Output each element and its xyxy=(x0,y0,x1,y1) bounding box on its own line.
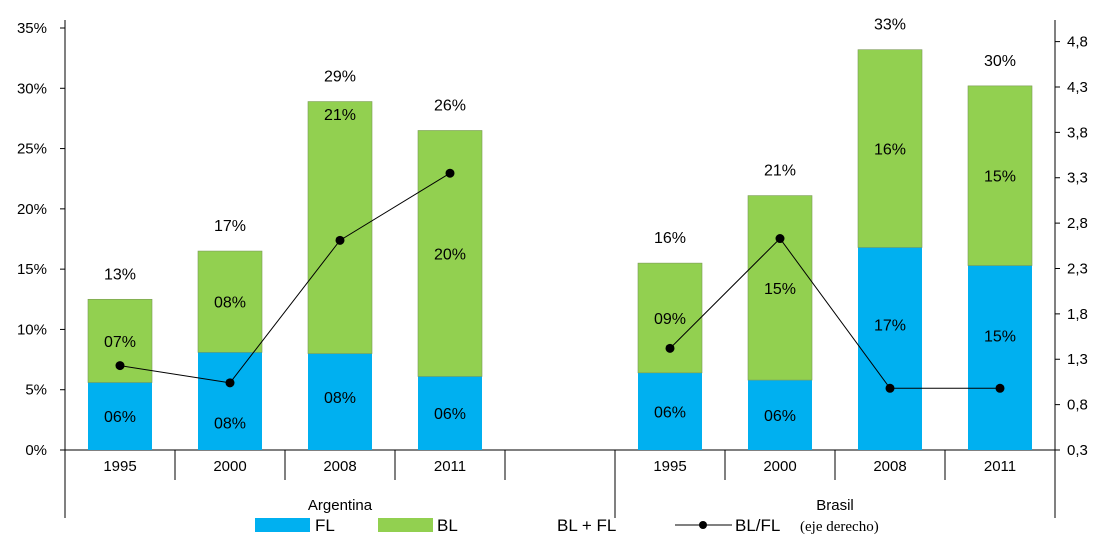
ratio-point xyxy=(775,234,785,244)
data-label-fl: 08% xyxy=(324,390,356,407)
y-tick-label: 20% xyxy=(17,201,47,218)
legend-label-ratio: BL/FL xyxy=(735,516,780,535)
x-tick-label: 2008 xyxy=(323,458,356,475)
x-tick-label: 2000 xyxy=(213,458,246,475)
bar-fl xyxy=(748,380,812,450)
y-tick-label: 30% xyxy=(17,80,47,97)
y-tick-label: 10% xyxy=(17,321,47,338)
legend-label-bl: BL xyxy=(437,516,458,535)
legend-label-total: BL + FL xyxy=(557,516,616,535)
bar-fl xyxy=(198,352,262,450)
bar-fl xyxy=(88,382,152,450)
x-tick-label: 1995 xyxy=(653,458,686,475)
bar-fl xyxy=(418,376,482,450)
x-tick-label: 2011 xyxy=(434,458,466,475)
ratio-line xyxy=(669,237,1000,389)
y2-tick-label: 1,3 xyxy=(1067,351,1088,368)
data-label-fl: 06% xyxy=(434,406,466,423)
data-label-total: 26% xyxy=(434,97,466,114)
data-label-fl: 15% xyxy=(984,329,1016,346)
bar-fl xyxy=(858,247,922,450)
data-label-bl: 21% xyxy=(324,107,356,124)
data-label-bl: 15% xyxy=(984,169,1016,186)
ratio-point xyxy=(225,378,235,388)
data-label-total: 29% xyxy=(324,69,356,86)
data-label-total: 13% xyxy=(104,266,136,283)
legend-note: (eje derecho) xyxy=(800,519,879,535)
y2-tick-label: 4,3 xyxy=(1067,79,1088,96)
y-tick-label: 35% xyxy=(17,20,47,37)
x-tick-label: 2000 xyxy=(763,458,796,475)
bar-fl xyxy=(968,265,1032,450)
y2-tick-label: 0,3 xyxy=(1067,442,1088,459)
x-tick-label: 1995 xyxy=(103,458,136,475)
data-label-bl: 15% xyxy=(764,281,796,298)
data-label-total: 17% xyxy=(214,218,246,235)
y2-tick-label: 2,3 xyxy=(1067,260,1088,277)
bar-bl xyxy=(857,49,923,248)
legend-label-fl: FL xyxy=(315,516,335,535)
data-label-total: 30% xyxy=(984,53,1016,70)
data-label-bl: 16% xyxy=(874,142,906,159)
ratio-point xyxy=(335,235,345,245)
data-label-fl: 17% xyxy=(874,317,906,334)
y2-tick-label: 4,8 xyxy=(1067,34,1088,51)
y2-tick-label: 1,8 xyxy=(1067,306,1088,323)
data-label-bl: 20% xyxy=(434,246,466,263)
ratio-point xyxy=(115,361,125,371)
bar-bl xyxy=(637,262,703,374)
group-label: Argentina xyxy=(308,497,373,514)
data-label-bl: 09% xyxy=(654,311,686,328)
group-label: Brasil xyxy=(816,497,854,514)
y-tick-label: 25% xyxy=(17,141,47,158)
data-label-total: 33% xyxy=(874,17,906,34)
data-label-fl: 06% xyxy=(654,404,686,421)
x-tick-label: 2008 xyxy=(873,458,906,475)
data-label-fl: 06% xyxy=(104,409,136,426)
y-tick-label: 5% xyxy=(25,382,47,399)
legend-marker-ratio xyxy=(699,521,707,529)
ratio-point xyxy=(665,343,675,353)
ratio-point xyxy=(445,168,455,178)
ratio-point xyxy=(995,383,1005,393)
y2-tick-label: 0,8 xyxy=(1067,397,1088,414)
y2-tick-label: 3,3 xyxy=(1067,170,1088,187)
bar-fl xyxy=(308,353,372,450)
y-tick-label: 0% xyxy=(25,442,47,459)
data-label-bl: 08% xyxy=(214,295,246,312)
ratio-point xyxy=(885,383,895,393)
legend-swatch-fl xyxy=(255,518,310,532)
y-tick-label: 15% xyxy=(17,261,47,278)
data-label-total: 21% xyxy=(764,163,796,180)
bar-bl xyxy=(307,101,373,354)
ratio-line xyxy=(119,172,451,384)
data-label-total: 16% xyxy=(654,230,686,247)
data-label-fl: 08% xyxy=(214,416,246,433)
bar-bl xyxy=(967,85,1033,266)
legend-swatch-bl xyxy=(378,518,433,532)
x-tick-label: 2011 xyxy=(984,458,1016,475)
bar-fl xyxy=(638,372,702,450)
y2-tick-label: 3,8 xyxy=(1067,124,1088,141)
bar-bl xyxy=(747,195,813,381)
data-label-fl: 06% xyxy=(764,408,796,425)
y2-tick-label: 2,8 xyxy=(1067,215,1088,232)
data-label-bl: 07% xyxy=(104,334,136,351)
bar-bl xyxy=(197,250,263,353)
